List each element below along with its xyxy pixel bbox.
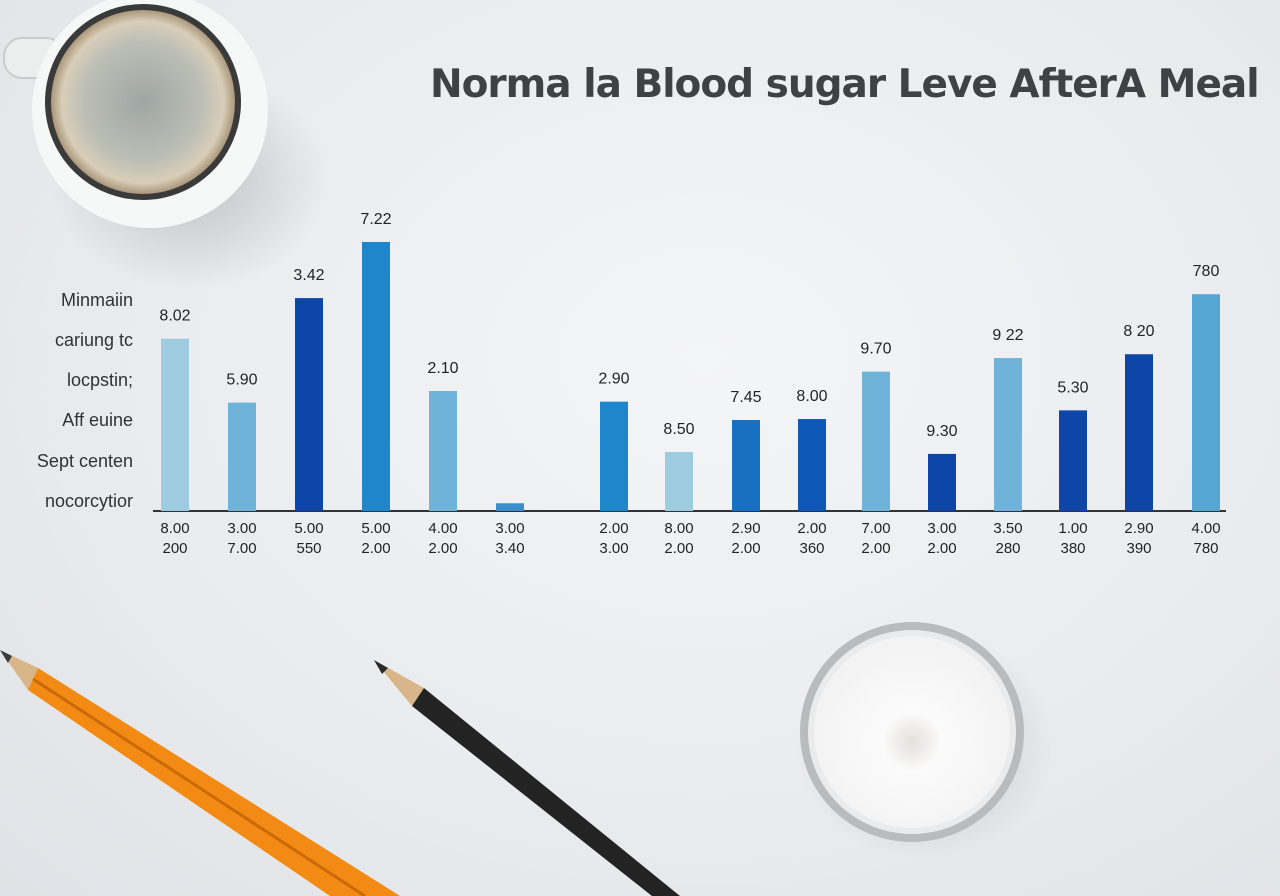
chart-title: Norma la Blood sugar Leve AfterA Meal [430,62,1260,107]
row-label-1: Minmaiin [60,290,133,310]
tick-label-top-13: 3.50 [993,520,1022,537]
tick-label-top-9: 2.90 [731,520,760,537]
bar-value-label-15: 8 20 [1123,323,1154,340]
bar-8 [665,451,693,511]
bar-value-label-14: 5.30 [1057,379,1088,396]
tick-label-top-14: 1.00 [1058,520,1087,537]
coffee-cup-icon [3,0,330,290]
tick-label-bottom-3: 550 [296,540,321,557]
tick-label-top-5: 4.00 [428,520,457,537]
bar-15 [1125,354,1153,511]
row-label-5: Sept centen [36,451,133,471]
tick-label-top-2: 3.00 [227,520,256,537]
tick-label-bottom-13: 280 [995,540,1020,557]
tick-label-bottom-8: 2.00 [664,540,693,557]
tick-label-bottom-7: 3.00 [599,540,628,557]
bar-value-label-2: 5.90 [226,372,257,389]
bar-value-label-9: 7.45 [730,389,761,406]
bar-value-label-10: 8.00 [796,388,827,405]
tick-label-top-1: 8.00 [160,520,189,537]
bar-12 [928,453,956,511]
tick-label-top-6: 3.00 [495,520,524,537]
bar-value-label-5: 2.10 [427,360,458,377]
row-label-6: nocorcytior [44,491,133,511]
tick-label-bottom-2: 7.00 [227,540,256,557]
tick-label-bottom-14: 380 [1060,540,1085,557]
bar-9 [732,420,760,511]
salt-dish-icon [795,622,1055,860]
bar-16 [1192,294,1220,511]
black-pencil-icon [374,660,680,896]
tick-label-top-15: 2.90 [1124,520,1153,537]
row-label-2: cariung tc [54,330,133,350]
bar-6 [496,503,524,511]
bar-value-label-1: 8.02 [159,308,190,325]
tick-label-top-16: 4.00 [1191,520,1220,537]
tick-label-bottom-1: 200 [162,540,187,557]
bar-10 [798,419,826,511]
bar-5 [429,391,457,511]
tick-label-top-7: 2.00 [599,520,628,537]
bar-value-label-12: 9.30 [926,423,957,440]
tick-label-bottom-6: 3.40 [495,540,524,557]
bar-value-label-8: 8.50 [663,421,694,438]
bar-value-label-3: 3.42 [293,267,324,284]
bar-value-label-7: 2.90 [598,371,629,388]
tick-label-bottom-15: 390 [1126,540,1151,557]
tick-label-bottom-16: 780 [1193,540,1218,557]
tick-label-bottom-5: 2.00 [428,540,457,557]
bar-1 [161,338,189,511]
tick-label-top-3: 5.00 [294,520,323,537]
bar-4 [362,241,390,511]
tick-label-top-8: 8.00 [664,520,693,537]
tick-label-bottom-10: 360 [799,540,824,557]
tick-label-bottom-11: 2.00 [861,540,890,557]
orange-pencil-icon [0,650,400,896]
tick-label-top-11: 7.00 [861,520,890,537]
tick-label-top-4: 5.00 [361,520,390,537]
row-label-3: locpstin; [66,370,133,390]
tick-label-top-10: 2.00 [797,520,826,537]
tick-label-bottom-9: 2.00 [731,540,760,557]
tick-label-bottom-12: 2.00 [927,540,956,557]
tick-label-top-12: 3.00 [927,520,956,537]
bar-value-label-4: 7.22 [360,211,391,228]
bar-3 [295,298,323,511]
bar-14 [1059,410,1087,511]
bar-7 [600,401,628,511]
bar-13 [994,358,1022,511]
bar-value-label-16: 780 [1193,263,1220,280]
bar-11 [862,371,890,511]
bar-value-label-11: 9.70 [860,341,891,358]
bar-2 [228,402,256,511]
bar-value-label-13: 9 22 [992,327,1023,344]
row-label-4: Aff euine [62,410,133,430]
tick-label-bottom-4: 2.00 [361,540,390,557]
